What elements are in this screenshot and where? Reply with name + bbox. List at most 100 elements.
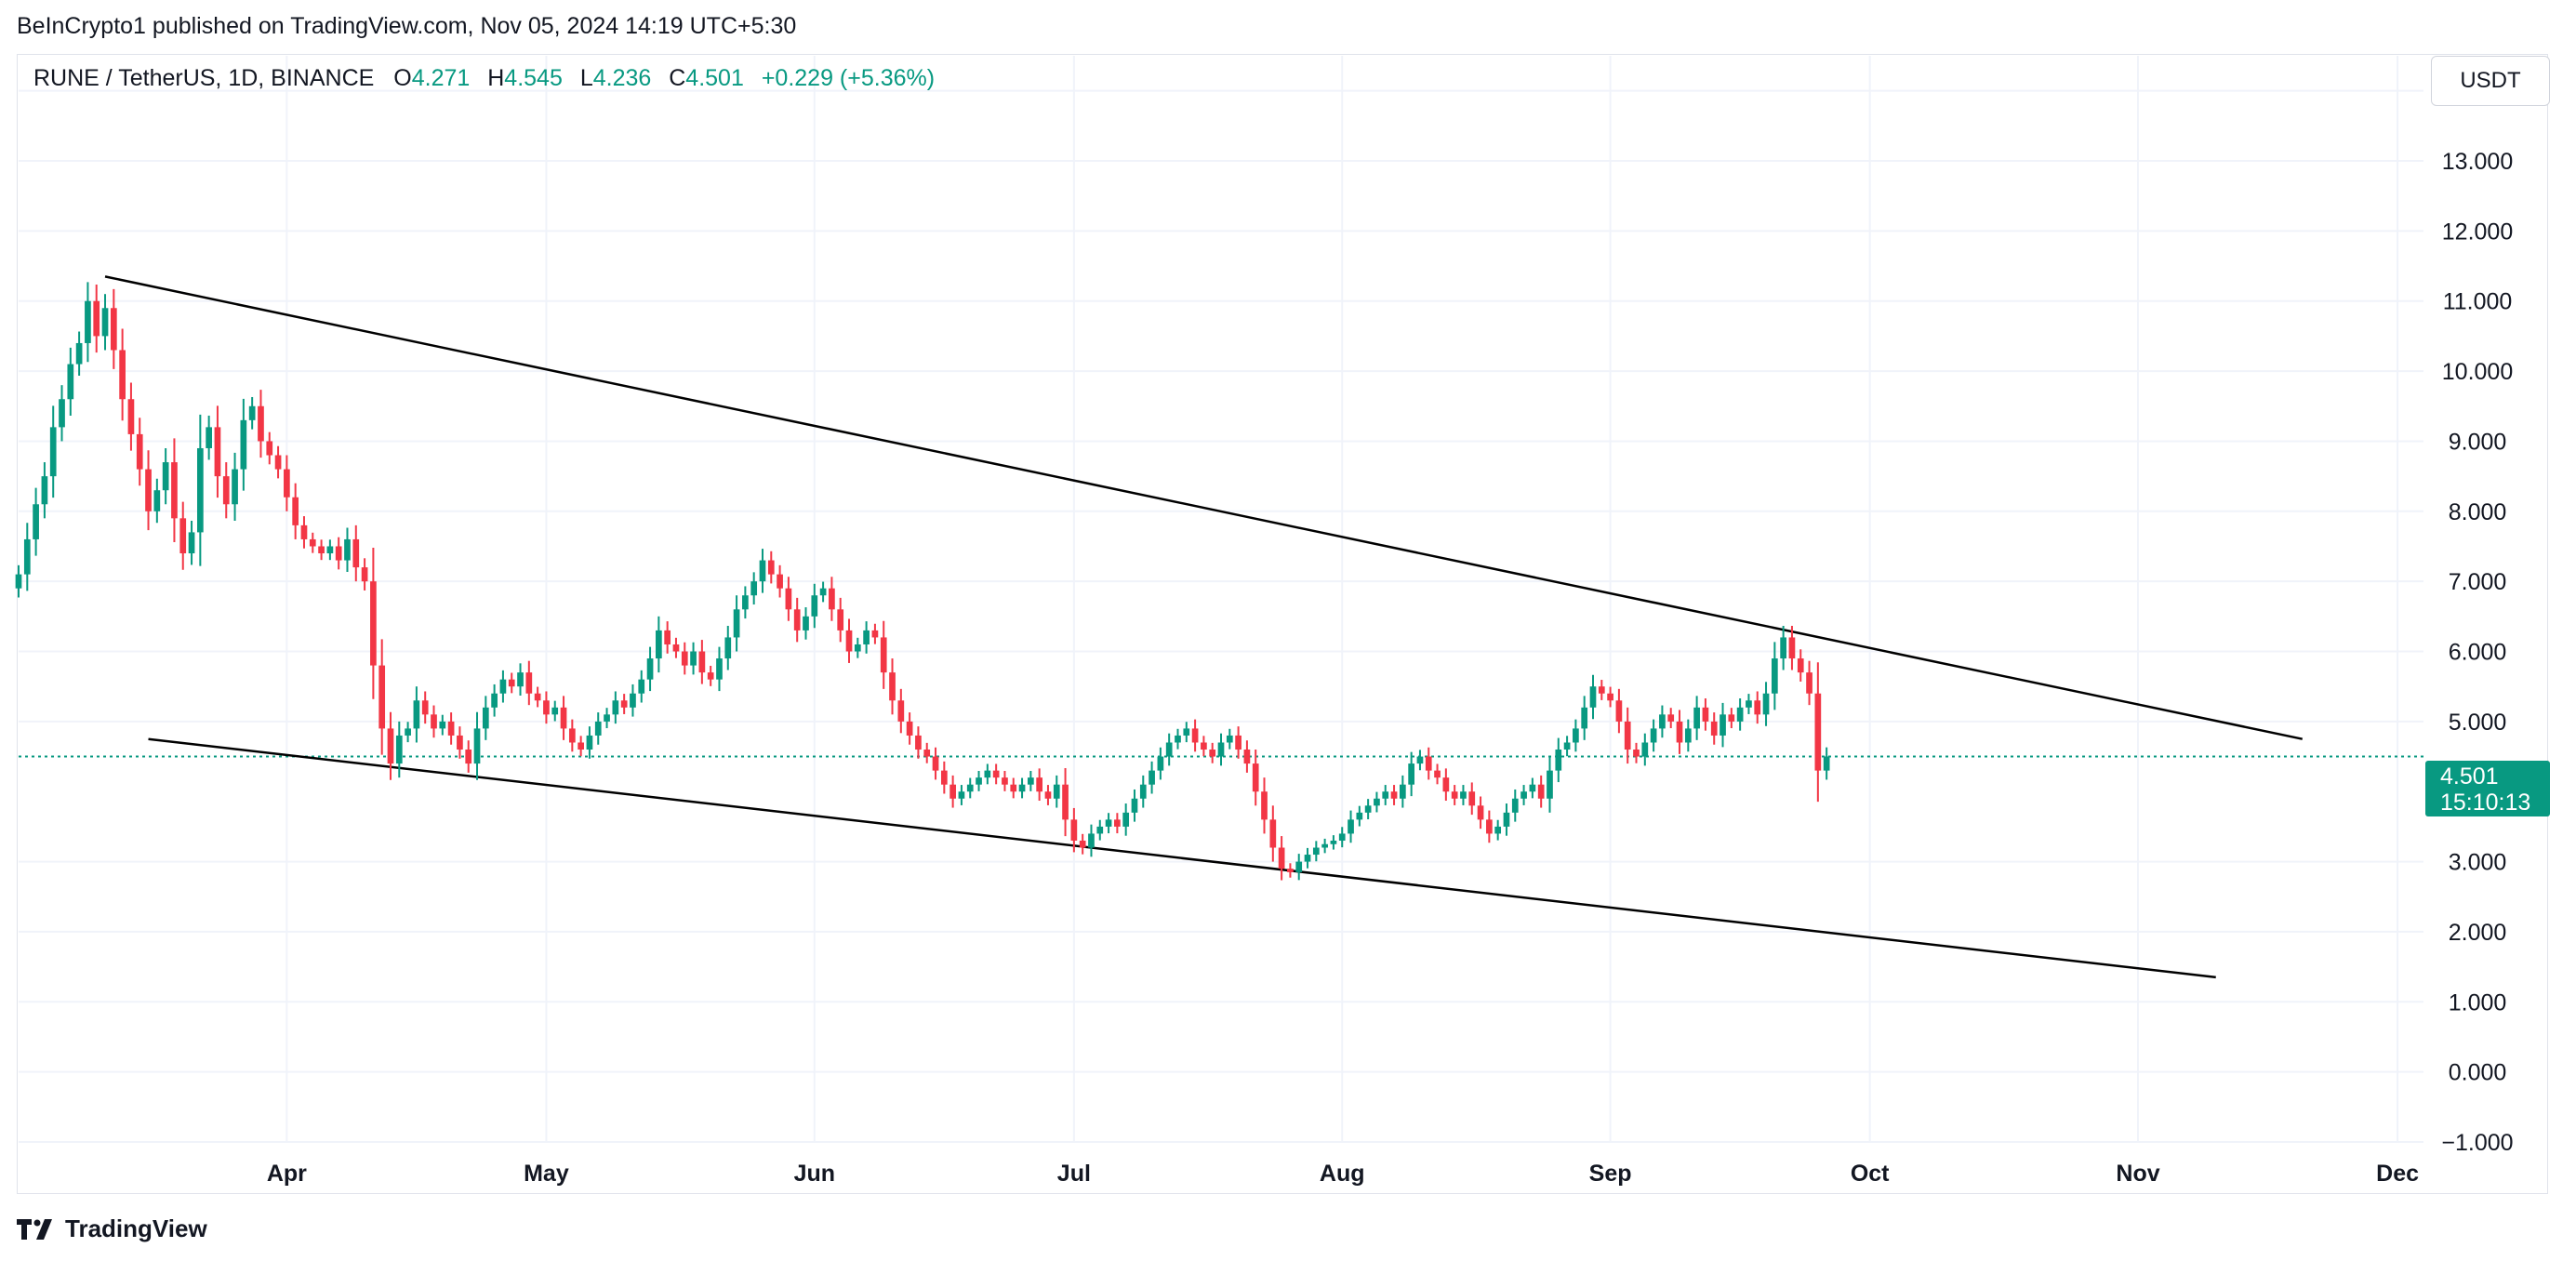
candle-body <box>85 300 91 343</box>
candle-body <box>1321 843 1328 848</box>
candle-body <box>803 616 809 630</box>
candle-body <box>499 679 507 694</box>
candle-body <box>1468 791 1476 806</box>
candle-body <box>1062 784 1069 820</box>
y-tick-label: 10.000 <box>2442 359 2513 385</box>
candle-body <box>1304 855 1311 862</box>
candle-body <box>387 728 394 764</box>
candle-body <box>447 721 455 736</box>
candle-body <box>759 560 766 582</box>
candle-body <box>1823 756 1830 771</box>
candle-body <box>1771 658 1778 694</box>
candle-body <box>1269 819 1277 848</box>
candle-body <box>1494 826 1502 834</box>
candle-body <box>923 750 931 757</box>
y-tick-label: 6.000 <box>2449 640 2507 666</box>
candle-body <box>906 721 913 736</box>
candle-body <box>162 462 169 491</box>
candle-body <box>1338 833 1346 841</box>
publisher-credit: BeInCrypto1 published on TradingView.com… <box>17 13 797 39</box>
candle-body <box>1676 721 1683 743</box>
candle-body <box>1408 763 1414 785</box>
candle-body <box>966 784 974 792</box>
y-tick-label: 8.000 <box>2449 499 2507 525</box>
candle-body <box>630 693 636 708</box>
candle-body <box>1563 742 1571 750</box>
candle-body <box>1374 798 1380 806</box>
candle-body <box>1165 742 1173 757</box>
candle-body <box>326 546 334 554</box>
x-tick-label: Aug <box>1320 1161 1365 1187</box>
candle-body <box>992 770 1000 778</box>
candles <box>15 282 1830 881</box>
candle-body <box>344 538 351 561</box>
candle-body <box>1710 721 1718 736</box>
candle-body <box>300 524 308 539</box>
y-tick-label: 12.000 <box>2442 219 2513 245</box>
candle-body <box>707 672 714 680</box>
candle-body <box>845 630 853 652</box>
chart-frame <box>17 54 2548 1194</box>
candle-body <box>1537 784 1545 799</box>
candle-body <box>932 756 939 771</box>
candle-body <box>1036 777 1043 792</box>
candle-body <box>1053 784 1060 799</box>
candle-body <box>1122 812 1130 827</box>
candle-body <box>1650 728 1657 743</box>
candle-body <box>586 735 593 750</box>
candle-body <box>716 658 723 680</box>
candle-body <box>1044 791 1052 799</box>
candle-body <box>889 672 896 701</box>
y-tick-label: 9.000 <box>2449 429 2507 455</box>
candle-body <box>171 462 178 519</box>
high-label: H <box>487 65 505 91</box>
y-tick-label: 2.000 <box>2449 920 2507 946</box>
candle-body <box>1442 777 1450 792</box>
candle-body <box>1511 798 1519 813</box>
candle-body <box>232 469 238 505</box>
open-label: O <box>393 65 412 91</box>
candle-body <box>1581 707 1588 729</box>
candle-body <box>560 707 567 729</box>
candle-body <box>897 700 905 722</box>
symbol-legend[interactable]: RUNE / TetherUS, 1D, BINANCE O4.271 H4.5… <box>33 65 946 92</box>
candle-body <box>248 405 256 420</box>
trendline <box>148 737 2216 979</box>
candle-body <box>1641 742 1649 757</box>
last-price-value: 4.501 <box>2440 763 2499 790</box>
candle-body <box>1149 770 1155 785</box>
close-value: 4.501 <box>685 65 744 91</box>
candle-body <box>664 630 671 644</box>
candle-body <box>222 476 230 505</box>
candle-body <box>1079 840 1086 848</box>
candle-body <box>863 630 870 644</box>
candle-body <box>431 714 437 729</box>
candle-body <box>1010 784 1017 792</box>
y-tick-label: 5.000 <box>2449 710 2507 736</box>
candle-body <box>578 742 584 750</box>
candle-body <box>793 609 801 630</box>
low-label: L <box>579 65 593 91</box>
candle-body <box>1364 805 1372 813</box>
candle-body <box>127 399 135 434</box>
candle-body <box>1589 686 1597 708</box>
candle-body <box>439 721 446 729</box>
currency-button[interactable]: USDT <box>2431 56 2550 106</box>
candle-body <box>309 538 316 547</box>
candle-body <box>1070 819 1078 841</box>
candle-body <box>101 308 109 337</box>
candle-body <box>292 497 299 525</box>
x-tick-label: May <box>524 1161 569 1187</box>
candle-body <box>49 427 57 477</box>
candle-body <box>1131 798 1138 813</box>
candle-body <box>976 777 982 785</box>
candle-body <box>880 637 887 673</box>
candle-body <box>1693 707 1700 729</box>
candle-body <box>188 532 195 554</box>
candle-body <box>594 721 602 736</box>
candle-body <box>457 735 463 750</box>
candle-body <box>724 637 732 659</box>
tradingview-brand[interactable]: TradingView <box>17 1215 207 1243</box>
x-tick-label: Jul <box>1057 1161 1091 1187</box>
